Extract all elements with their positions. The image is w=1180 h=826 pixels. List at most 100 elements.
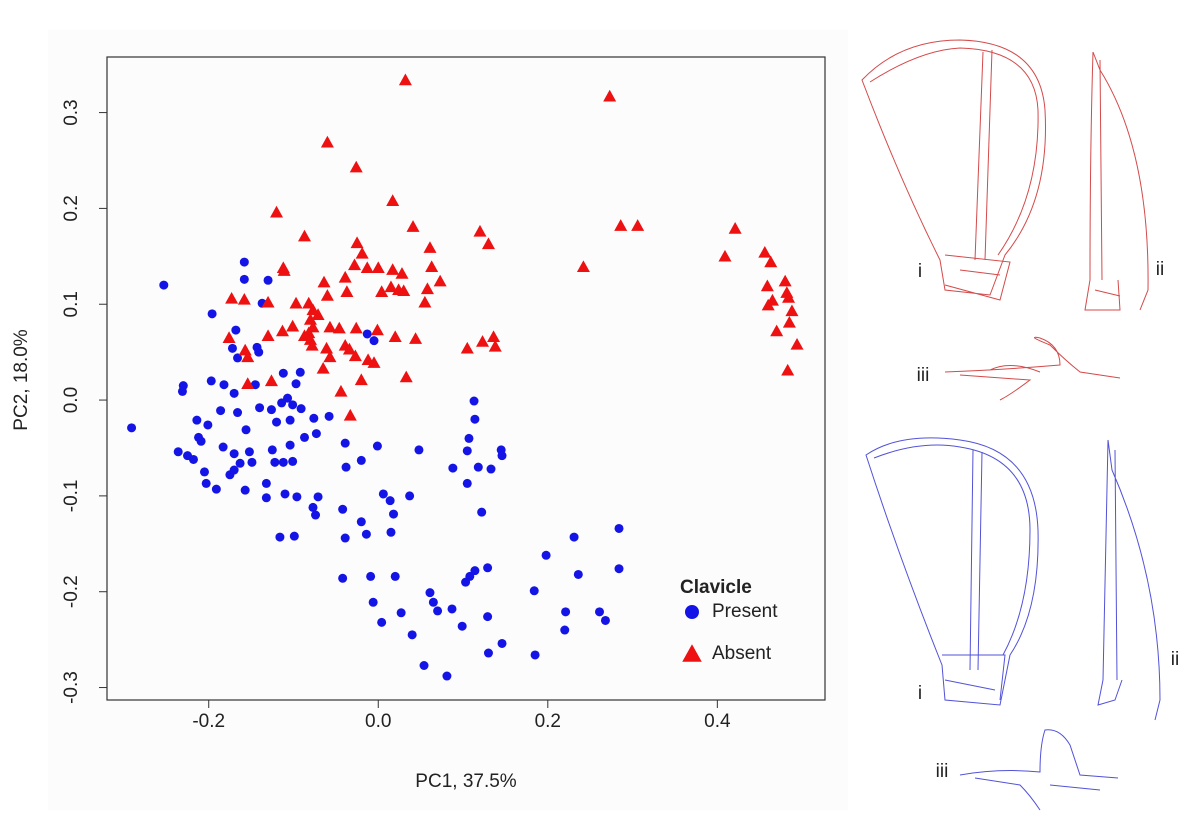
point	[323, 320, 337, 333]
point	[289, 531, 299, 541]
point	[211, 484, 221, 494]
point	[302, 326, 316, 339]
plot-frame	[106, 56, 826, 701]
point	[317, 275, 331, 288]
point	[291, 379, 301, 389]
point	[470, 566, 480, 576]
point	[420, 282, 434, 295]
point	[320, 135, 334, 148]
x-tick-label: 0.2	[535, 711, 561, 732]
point	[286, 319, 300, 332]
point	[377, 617, 387, 627]
present-illustrations: i ii iii	[865, 437, 1179, 811]
point	[233, 353, 243, 363]
point	[288, 400, 298, 410]
point	[389, 509, 399, 519]
point	[308, 502, 318, 512]
point	[530, 650, 540, 660]
point	[418, 295, 432, 308]
point	[778, 274, 792, 287]
point	[261, 478, 271, 488]
point	[465, 571, 475, 581]
point	[390, 571, 400, 581]
point	[305, 338, 319, 351]
legend-marker	[685, 605, 699, 619]
point	[384, 280, 398, 293]
point	[488, 339, 502, 352]
illustration-label: iii	[917, 365, 930, 386]
point	[398, 73, 412, 86]
point	[419, 661, 429, 671]
point	[340, 438, 350, 448]
point	[296, 404, 306, 414]
legend-label: Present	[712, 601, 778, 622]
point	[758, 245, 772, 258]
point	[320, 341, 334, 354]
y-tick-label: 0.2	[61, 195, 82, 221]
point	[173, 447, 183, 457]
point	[497, 451, 507, 461]
point	[355, 246, 369, 259]
point	[264, 374, 278, 387]
point	[457, 621, 467, 631]
point	[285, 440, 295, 450]
point	[311, 308, 325, 320]
point	[614, 219, 628, 231]
point	[292, 492, 302, 502]
point	[469, 396, 479, 406]
point	[760, 279, 774, 292]
point	[241, 350, 255, 363]
point	[448, 463, 458, 473]
point	[320, 289, 334, 301]
point	[201, 478, 211, 488]
point	[277, 398, 287, 408]
point	[285, 415, 295, 425]
y-tick-label: 0.3	[61, 99, 82, 125]
point	[372, 441, 382, 451]
point	[263, 275, 273, 285]
point	[470, 414, 480, 424]
point	[785, 304, 799, 317]
point	[460, 341, 474, 354]
point	[631, 219, 645, 231]
point	[239, 257, 249, 267]
point	[476, 335, 490, 347]
point	[225, 291, 239, 304]
point	[275, 532, 285, 542]
point	[354, 373, 368, 386]
illustration-label: ii	[1156, 259, 1164, 280]
illustration-label: iii	[936, 761, 949, 782]
absent-illustrations: i ii iii	[861, 39, 1164, 401]
point	[261, 329, 275, 342]
point	[782, 315, 796, 328]
point	[487, 330, 501, 343]
point	[270, 457, 280, 467]
point	[367, 356, 381, 368]
point	[313, 492, 323, 502]
point	[278, 457, 288, 467]
point	[278, 368, 288, 378]
illustration-label: ii	[1171, 649, 1179, 670]
point	[348, 349, 362, 362]
illustration-label: i	[918, 261, 922, 282]
plot-panel-bg	[48, 30, 848, 810]
point	[399, 370, 413, 383]
point	[406, 220, 420, 232]
point	[159, 280, 169, 290]
point	[254, 347, 264, 357]
point	[369, 336, 379, 346]
point	[614, 564, 624, 574]
point	[486, 464, 496, 474]
point	[388, 330, 402, 343]
y-tick-label: -0.3	[61, 671, 82, 704]
point	[414, 445, 424, 455]
x-tick-label: 0.4	[704, 711, 731, 732]
point	[428, 597, 438, 607]
point	[247, 457, 257, 467]
point	[340, 533, 350, 543]
point	[378, 489, 388, 499]
point	[338, 504, 348, 514]
point	[718, 249, 732, 262]
point	[368, 597, 378, 607]
y-tick-label: -0.1	[61, 480, 82, 513]
